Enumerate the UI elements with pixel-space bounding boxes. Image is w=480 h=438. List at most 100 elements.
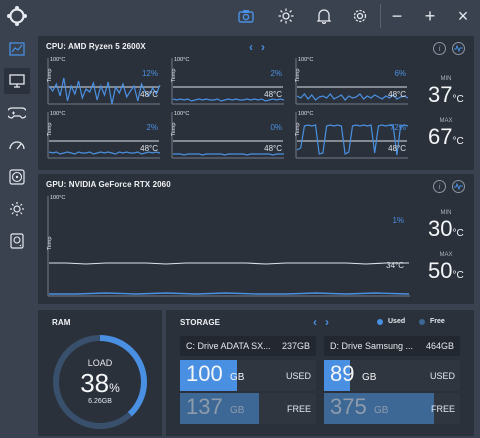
drive-free-fill [324,393,434,424]
cpu-max-value: 67°C [428,124,464,150]
cpu-core-graph-svg [47,112,161,159]
cpu-core-temp-axis: Temp [47,122,53,136]
drive-size: 464GB [425,341,454,351]
drive-free-unit: GB [230,405,245,416]
drive-free-value: 375 [330,394,367,419]
title-bar: − + × [0,0,480,32]
sidebar [0,32,34,438]
drive-free-unit: GB [374,405,389,416]
ram-load-unit: % [109,381,120,395]
cpu-core-temp-axis: Temp [171,68,177,82]
cpu-core-load-percent: 72% [389,123,406,132]
gamepad-icon[interactable] [4,100,30,126]
legend-used-dot [377,319,383,325]
drive-free-fill [180,393,259,424]
drive-used-label: USED [429,371,455,381]
gpu-min-value: 30°C [428,216,464,242]
drive-header: D: Drive Samsung ... 464GB [324,336,460,356]
cpu-core-top-label: 100°C [174,57,190,63]
cpu-core-temp-value: 48°C [264,90,282,99]
cpu-core-temp-value: 48°C [388,144,406,153]
title-separator [380,4,381,28]
close-button[interactable]: × [457,5,469,26]
gear-icon[interactable] [350,6,370,26]
ram-title: RAM [52,318,71,327]
cpu-panel: CPU: AMD Ryzen 5 2600X ‹ › i 100°C Temp 12… [38,36,474,170]
gpu-panel: GPU: NVIDIA GeForce RTX 2060 i 100°C Tem… [38,174,474,304]
cpu-min-value: 37°C [428,82,464,108]
cpu-max-unit: °C [452,136,464,147]
cpu-core-temp-value: 48°C [264,144,282,153]
cpu-max-number: 67 [428,124,453,149]
brightness-icon[interactable] [276,6,296,26]
cpu-core-top-label: 100°C [174,111,190,117]
dashboard-icon[interactable] [4,36,30,62]
storage-panel: STORAGE ‹ › Used Free C: Drive ADATA SX.… [166,310,474,436]
speedometer-icon[interactable] [4,132,30,158]
app-logo-icon [6,5,28,27]
drive-size: 237GB [281,341,310,351]
drive-used-unit: GB [362,372,377,383]
cpu-core-temp-value: 48°C [140,144,158,153]
cpu-core-graph: 100°C Temp 12% 48°C [46,56,162,106]
cpu-core-graph: 100°C Temp 2% 48°C [46,110,162,160]
gpu-min-label: MIN [440,210,452,216]
drive-free-value: 137 [186,394,223,419]
drive-used-bar: 89 GB USED [324,360,460,391]
pulse-icon[interactable] [452,180,465,193]
cpu-min-number: 37 [428,82,453,107]
drive-used-bar: 100 GB USED [180,360,316,391]
cpu-core-temp-value: 48°C [140,90,158,99]
drive-free-label: FREE [430,404,455,414]
cpu-core-temp-value: 48°C [388,90,406,99]
cpu-core-load-percent: 2% [146,123,158,132]
cpu-core-top-label: 100°C [298,57,314,63]
cpu-title: CPU: AMD Ryzen 5 2600X [46,42,146,51]
camera-icon[interactable] [236,6,256,26]
cpu-core-top-label: 100°C [298,111,314,117]
drive-used-value: 89 [330,361,355,386]
cpu-core-graph: 100°C Temp 2% 48°C [170,56,286,106]
cpu-core-load-percent: 2% [270,69,282,78]
maximize-button[interactable]: + [424,5,436,26]
fan-icon[interactable] [4,164,30,190]
info-icon[interactable]: i [433,180,446,193]
brightness-icon[interactable] [4,196,30,222]
gpu-graph: 100°C Temp 1% 34°C [46,194,412,298]
pulse-icon[interactable] [452,42,465,55]
ram-used-value: 6.26GB [88,398,112,405]
gpu-max-value: 50°C [428,258,464,284]
drive-used-unit: GB [230,372,245,383]
info-icon[interactable]: i [433,42,446,55]
legend-used-label: Used [388,318,406,325]
cpu-core-graph-svg [171,112,284,159]
cpu-core-top-label: 100°C [50,111,66,117]
hard-drive-icon[interactable] [4,228,30,254]
cpu-prev-arrow[interactable]: ‹ [249,40,253,54]
gpu-graph-top-label: 100°C [50,195,66,201]
gpu-load-percent: 1% [392,216,404,225]
gpu-graph-temp-axis: Temp [47,236,53,250]
cpu-core-load-percent: 6% [394,69,406,78]
storage-next-arrow[interactable]: › [325,315,329,329]
cpu-core-temp-axis: Temp [295,68,301,82]
drive-free-bar: 137 GB FREE [180,393,316,424]
drive-name: C: Drive ADATA SX... [186,341,271,351]
cpu-core-graph-svg [295,112,409,159]
cpu-core-load-percent: 0% [270,123,282,132]
drive-used-value: 100 [186,361,223,386]
ram-load-number: 38 [80,368,110,398]
cpu-core-load-percent: 12% [141,69,158,78]
storage-prev-arrow[interactable]: ‹ [313,315,317,329]
drive-used-fill [324,360,350,391]
cpu-core-temp-axis: Temp [47,68,53,82]
ram-load-value: 38% [50,368,150,399]
minimize-button[interactable]: − [391,5,403,26]
cpu-next-arrow[interactable]: › [261,40,265,54]
gpu-max-label: MAX [439,252,453,258]
bell-icon[interactable] [314,6,334,26]
drive-header: C: Drive ADATA SX... 237GB [180,336,316,356]
drive-used-fill [180,360,237,391]
computer-icon[interactable] [4,68,30,94]
legend-free-dot [419,319,425,325]
